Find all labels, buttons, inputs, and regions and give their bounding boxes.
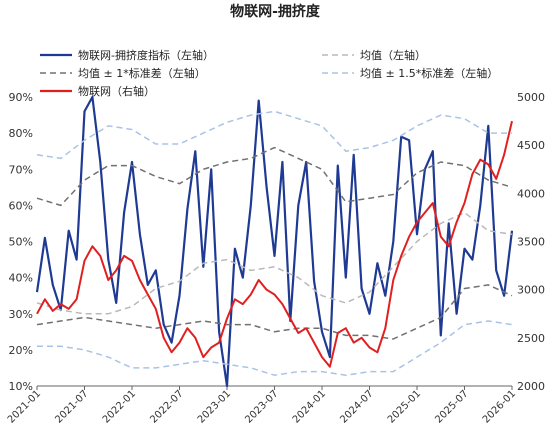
x-tick-label: 2022-01 bbox=[101, 388, 138, 425]
x-tick-label: 2023-07 bbox=[243, 388, 280, 425]
series-line-5 bbox=[37, 320, 513, 376]
plot-area bbox=[35, 95, 514, 388]
y-left-tick-label: 50% bbox=[9, 236, 33, 249]
legend-label: 均值（左轴） bbox=[360, 48, 426, 62]
x-tick-label: 2024-07 bbox=[338, 388, 375, 425]
series-line-1 bbox=[36, 211, 513, 315]
y-right-tick-label: 3000 bbox=[517, 284, 545, 297]
x-tick-label: 2025-07 bbox=[433, 388, 470, 425]
x-tick-label: 2022-07 bbox=[148, 388, 185, 425]
y-left-tick-label: 20% bbox=[9, 344, 33, 357]
y-right-tick-label: 5000 bbox=[517, 91, 545, 104]
legend: 物联网-拥挤度指标（左轴） 均值（左轴） 均值 ± 1*标准差（左轴） 均值 ± 1.… bbox=[40, 48, 498, 98]
series-line-0 bbox=[35, 95, 514, 388]
y-left-tick-label: 10% bbox=[9, 380, 33, 393]
y-left-tick-label: 80% bbox=[9, 127, 33, 140]
x-tick-label: 2025-01 bbox=[386, 388, 423, 425]
legend-label: 物联网-拥挤度指标（左轴） bbox=[78, 48, 214, 62]
x-tick-label: 2024-01 bbox=[291, 388, 328, 425]
x-tick-label: 2026-01 bbox=[481, 388, 518, 425]
y-left-tick-label: 40% bbox=[9, 272, 33, 285]
series-line-6 bbox=[36, 120, 513, 368]
legend-label: 均值 ± 1.5*标准差（左轴） bbox=[360, 66, 498, 80]
y-right-tick-label: 2000 bbox=[517, 380, 545, 393]
y-left-tick-label: 70% bbox=[9, 163, 33, 176]
series-line-3 bbox=[36, 284, 513, 340]
x-tick-label: 2021-07 bbox=[53, 388, 90, 425]
series-line-4 bbox=[36, 110, 512, 160]
y-left-tick-label: 30% bbox=[9, 308, 33, 321]
legend-label: 物联网（右轴） bbox=[78, 84, 155, 98]
y-right-tick-label: 4500 bbox=[517, 139, 545, 152]
chart-title: 物联网-拥挤度 bbox=[230, 3, 321, 20]
legend-label: 均值 ± 1*标准差（左轴） bbox=[78, 66, 206, 80]
y-right-tick-label: 2500 bbox=[517, 332, 545, 345]
x-tick-label: 2021-01 bbox=[6, 388, 43, 425]
y-left-tick-label: 90% bbox=[9, 91, 33, 104]
y-left-tick-label: 60% bbox=[9, 199, 33, 212]
y-right-tick-label: 4000 bbox=[517, 187, 545, 200]
x-tick-label: 2023-01 bbox=[196, 388, 233, 425]
series-line-2 bbox=[36, 146, 513, 207]
y-right-tick-label: 3500 bbox=[517, 236, 545, 249]
